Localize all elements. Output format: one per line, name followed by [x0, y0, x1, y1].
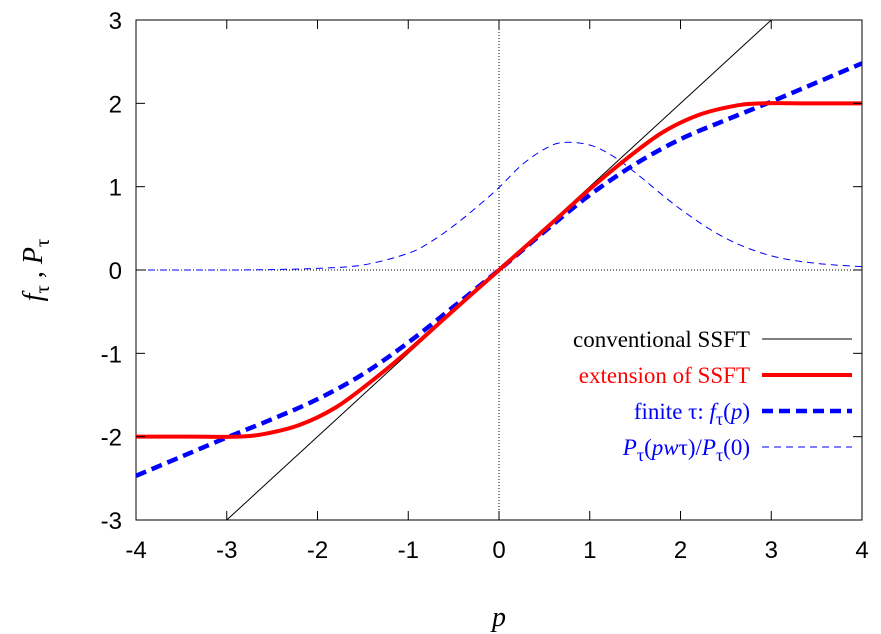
y-tick-label: -2 [101, 425, 122, 452]
x-tick-label: 3 [765, 537, 778, 564]
x-tick-label: -3 [216, 537, 237, 564]
x-tick-label: -1 [398, 537, 419, 564]
x-tick-label: -4 [125, 537, 146, 564]
legend-label-1: extension of SSFT [579, 363, 750, 388]
series-line-1 [136, 101, 862, 439]
x-axis-title: p [490, 602, 506, 633]
x-tick-label: -2 [307, 537, 328, 564]
y-tick-label: -3 [101, 508, 122, 535]
x-tick-label: 4 [855, 537, 868, 564]
y-axis-title: fτ , Pτ [18, 239, 54, 302]
series-line-3 [136, 141, 862, 271]
legend-label-0: conventional SSFT [573, 327, 750, 352]
y-tick-label: 3 [109, 8, 122, 35]
legend-label-3: Pτ(pwτ)/Pτ(0) [622, 435, 750, 465]
svg-text:fτ , Pτ: fτ , Pτ [18, 239, 54, 302]
y-tick-label: -1 [101, 341, 122, 368]
y-tick-label: 0 [109, 258, 122, 285]
legend-label-2: finite τ: fτ(p) [634, 399, 750, 429]
x-tick-label: 2 [674, 537, 687, 564]
x-tick-label: 1 [583, 537, 596, 564]
y-tick-label: 2 [109, 91, 122, 118]
x-tick-label: 0 [492, 537, 505, 564]
y-tick-label: 1 [109, 175, 122, 202]
